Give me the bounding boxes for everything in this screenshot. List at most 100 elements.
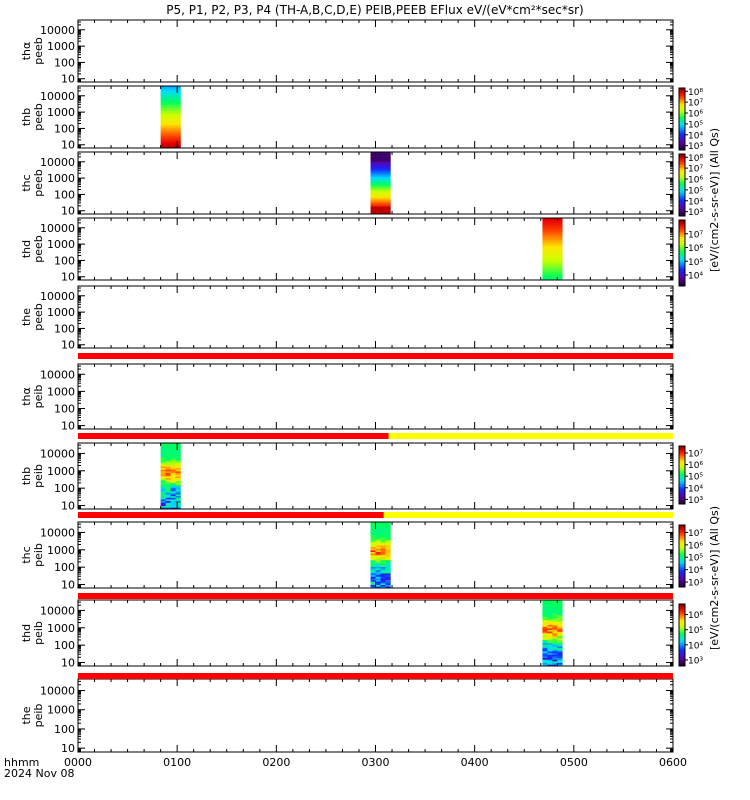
spectrogram-cell <box>547 639 553 642</box>
spectrogram-cell <box>385 573 391 576</box>
colorbar-cell <box>679 100 685 103</box>
spectrogram-cell <box>375 576 381 579</box>
colorbar-tick-label: 10³ <box>688 496 703 506</box>
spectrogram-cell <box>170 461 176 464</box>
colorbar-tick-label: 10⁶ <box>688 110 703 120</box>
spectrogram-cell <box>557 646 563 649</box>
colorbar-cell <box>679 554 685 557</box>
spectrogram-cell <box>375 569 381 572</box>
colorbar-cell <box>679 194 685 197</box>
spectrogram-cell <box>542 637 548 640</box>
panel-label-product: peib <box>32 543 45 567</box>
colorbar-cell <box>679 461 685 464</box>
spectrogram-cell <box>175 443 181 445</box>
spectrogram-cell <box>165 489 171 492</box>
panel-tha-peeb: 10 100 1000 10000 thα peeb <box>20 19 674 86</box>
colorbar-cell <box>679 610 685 613</box>
colorbar-cell <box>679 220 685 222</box>
spectrogram-cell <box>160 129 181 132</box>
spectrogram-cell <box>542 611 548 614</box>
spectrogram-cell <box>542 642 548 645</box>
spectrogram-cell <box>542 266 563 268</box>
spectrogram-cell <box>385 531 391 534</box>
colorbar-cell <box>679 486 685 489</box>
spectrogram-cell <box>165 467 171 470</box>
spectrogram-cell <box>380 526 386 529</box>
colorbar-cell <box>679 114 685 117</box>
spectrogram-cell <box>552 647 558 650</box>
spectrogram-cell <box>370 583 376 585</box>
colorbar-tick-label: 10⁴ <box>688 131 703 141</box>
colorbar-cell <box>679 528 685 530</box>
spectrogram-cell <box>370 569 376 572</box>
spectrogram-cell <box>370 564 376 567</box>
spectrogram-cell <box>385 546 391 549</box>
spectrogram-cell <box>370 206 391 209</box>
spectrogram-cell <box>375 578 381 581</box>
spectrogram-cell <box>542 623 548 626</box>
spectrogram-cell <box>160 144 181 147</box>
spectrogram-cell <box>542 621 548 624</box>
spectrogram-cell <box>370 574 376 577</box>
spectrogram-cell <box>170 447 176 450</box>
colorbar-cell <box>679 495 685 498</box>
colorbar-cell <box>679 95 685 98</box>
spectrogram-cell <box>542 267 563 270</box>
colorbar-cell <box>679 448 685 451</box>
spectrogram-cell <box>175 492 181 495</box>
spectrogram-cell <box>557 626 563 629</box>
spectrogram-cell <box>542 273 563 276</box>
spectrogram-cell <box>175 467 181 470</box>
spectrogram-cell <box>160 454 166 457</box>
colorbar-cell <box>679 631 685 634</box>
spectrogram-cell <box>557 637 563 640</box>
colorbar-tick-label: 10⁷ <box>688 165 703 175</box>
colorbar-cell <box>679 185 685 187</box>
spectrogram-cell <box>385 523 391 526</box>
spectrogram-cell <box>165 492 171 495</box>
spectrogram-cell <box>385 556 391 559</box>
colorbar-tick-label: 10⁸ <box>688 88 703 98</box>
spectrogram-cell <box>375 531 381 534</box>
panel-frame <box>77 363 674 430</box>
colorbar-cell <box>679 271 685 274</box>
spectrogram-cell <box>547 654 553 657</box>
spectrogram-cell <box>385 522 391 524</box>
spectrogram-cell <box>160 477 166 480</box>
spectrogram-cell <box>542 654 548 657</box>
colorbar-cell <box>679 205 685 207</box>
spectrogram-cell <box>370 169 391 171</box>
panel-label-product: peeb <box>32 37 45 65</box>
colorbar-cell <box>679 92 685 95</box>
colorbar-cell <box>679 489 685 492</box>
spectrogram-cell <box>175 505 181 508</box>
spectrogram-cell <box>552 601 558 604</box>
spectrogram-cell <box>160 500 166 503</box>
colorbar-cell <box>679 467 685 470</box>
colorbar-cell <box>679 645 685 648</box>
spectrogram-cell <box>170 469 176 472</box>
y-tick-label: 100 <box>54 122 75 135</box>
colorbar-cell <box>679 571 685 574</box>
spectrogram-cell <box>175 449 181 452</box>
colorbar-cell <box>679 262 685 265</box>
spectrogram-cell <box>165 469 171 472</box>
spectrogram-cell <box>370 178 391 181</box>
colorbar-cell <box>679 566 685 569</box>
y-tick-label: 10000 <box>40 222 75 235</box>
colorbar-cell <box>679 254 685 257</box>
colorbar-cell <box>679 463 685 466</box>
spectrogram-cell <box>542 261 563 264</box>
spectrogram-cell <box>552 624 558 627</box>
spectrogram-cell <box>160 485 166 488</box>
colorbar-cell <box>679 256 685 259</box>
y-tick-label: 1000 <box>47 622 75 635</box>
spectrogram-cell <box>375 551 381 554</box>
spectrogram-cell <box>542 262 563 265</box>
spectrogram-cell <box>165 504 171 506</box>
spectrogram-cell <box>370 556 376 559</box>
spectrogram-cell <box>370 541 376 544</box>
y-tick-label: 100 <box>54 561 75 574</box>
panel-frame <box>77 217 674 281</box>
